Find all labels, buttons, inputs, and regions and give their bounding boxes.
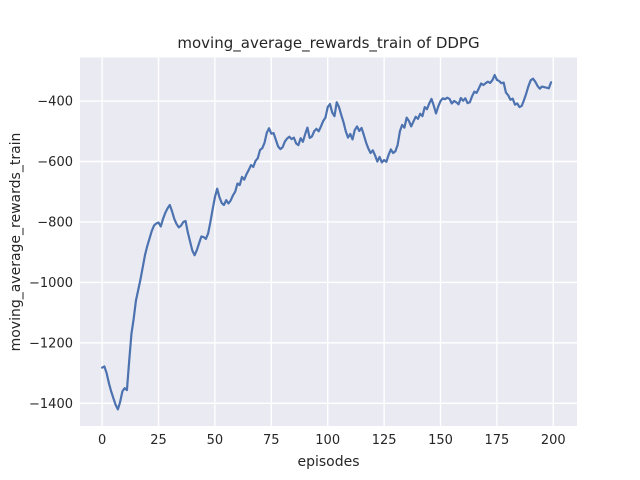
x-tick-label: 125 [372, 433, 397, 448]
data-line [101, 73, 553, 411]
x-tick-label: 0 [98, 433, 106, 448]
y-tick-label: −600 [37, 155, 73, 170]
y-tick-label: −1200 [29, 336, 73, 351]
y-tick-label: −800 [37, 215, 73, 230]
y-tick-label: −1000 [29, 276, 73, 291]
x-tick-label: 50 [207, 433, 224, 448]
x-tick-label: 25 [150, 433, 167, 448]
x-axis-label: episodes [297, 454, 359, 470]
y-tick-label: −1400 [29, 397, 73, 412]
x-tick-label: 200 [541, 433, 566, 448]
y-axis-label: moving_average_rewards_train [8, 133, 24, 352]
x-tick-label: 100 [315, 433, 340, 448]
x-tick-label: 150 [428, 433, 453, 448]
tick-layer: 0 25 50 75 100 125 150 175 200 −400 −600 −800 −1000 −… [29, 95, 566, 448]
chart-title: moving_average_rewards_train of DDPG [177, 34, 479, 53]
series-layer [101, 73, 553, 411]
y-tick-label: −400 [37, 95, 73, 110]
axes-panel [80, 57, 577, 426]
x-tick-label: 175 [484, 433, 509, 448]
x-tick-label: 75 [263, 433, 280, 448]
